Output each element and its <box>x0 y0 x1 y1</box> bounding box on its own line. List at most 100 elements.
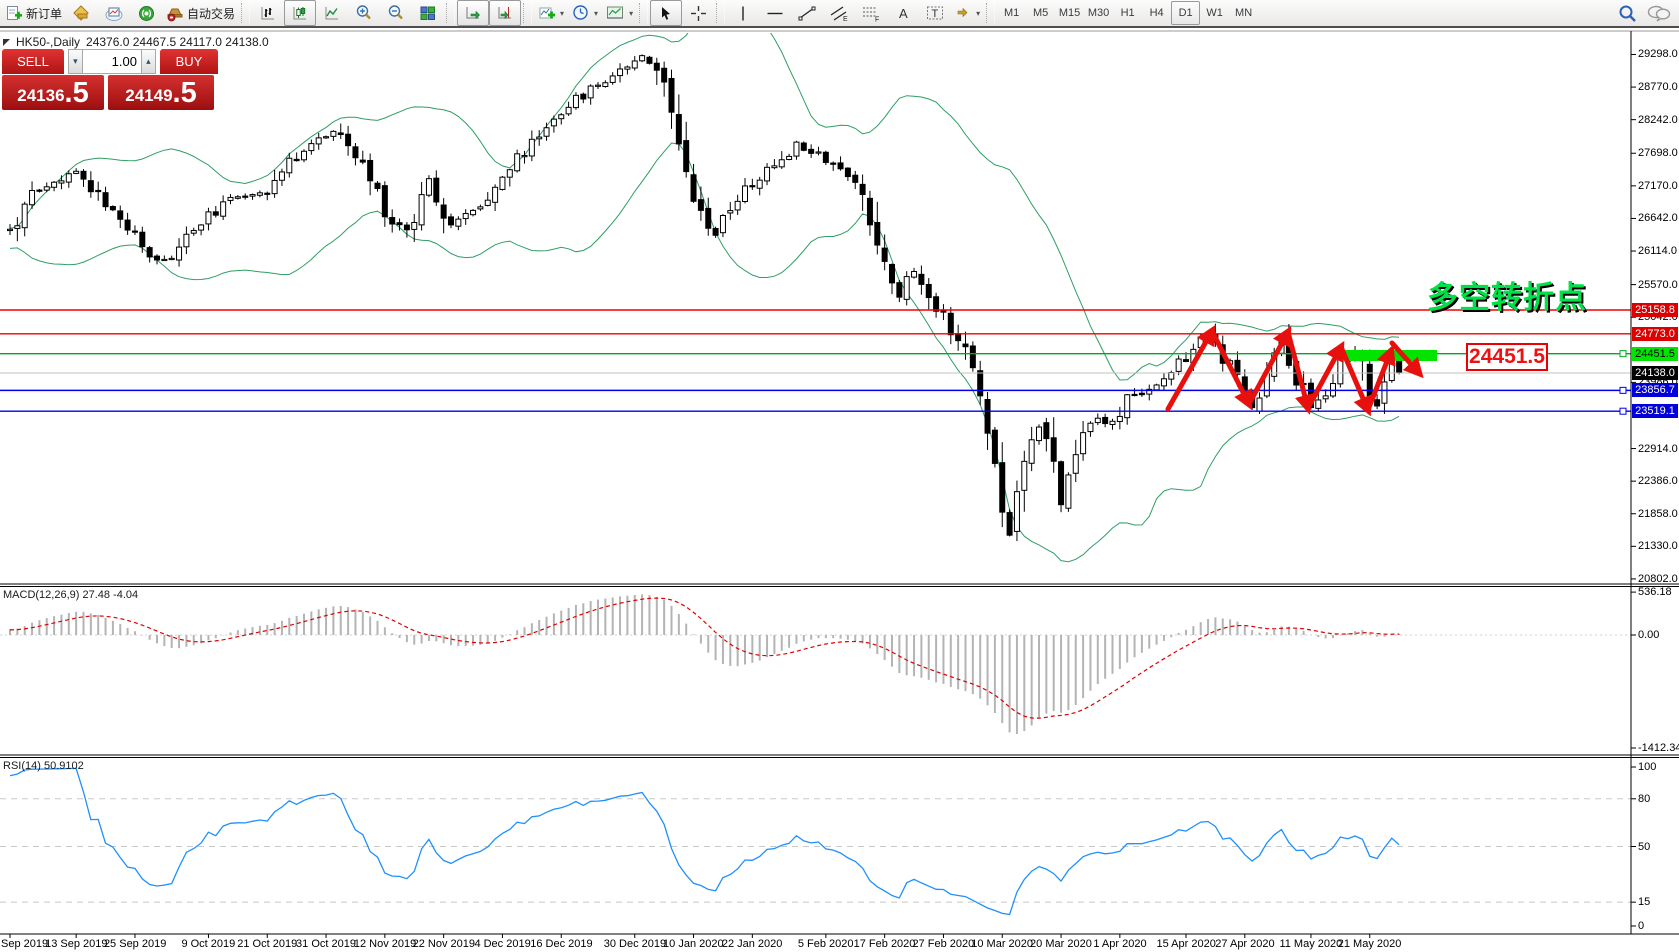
level-callout-label[interactable]: 24451.5 <box>1466 343 1548 371</box>
date-label: 22 Nov 2019 <box>412 938 476 950</box>
current-price-label: 24138.0 <box>1632 366 1678 380</box>
sell-price-frac: .5 <box>64 77 89 109</box>
arrows-icon <box>957 7 968 18</box>
horizontal-line-button[interactable] <box>759 0 791 26</box>
community-icon[interactable] <box>1647 4 1671 22</box>
date-label: 5 Feb 2020 <box>797 938 854 950</box>
macd-axis-tick: 0.00 <box>1638 629 1660 641</box>
trendline-button[interactable] <box>791 0 823 26</box>
dropdown-caret: ▾ <box>976 8 981 18</box>
crosshair-button[interactable] <box>682 0 714 26</box>
zoom-in-button[interactable] <box>348 0 380 26</box>
svg-text:F: F <box>875 16 879 22</box>
date-label: 31 Oct 2019 <box>296 938 356 950</box>
timeframe-D1[interactable]: D1 <box>1171 1 1201 25</box>
timeframe-M30[interactable]: M30 <box>1087 7 1110 19</box>
buy-price-panel[interactable]: 24149 .5 <box>108 75 214 110</box>
autoscroll-button[interactable] <box>457 0 490 26</box>
channel-button[interactable]: E <box>823 0 855 26</box>
channel-icon: E <box>830 6 848 22</box>
profiles-button[interactable] <box>98 0 130 26</box>
line-chart-button[interactable] <box>316 0 348 26</box>
new-order-button[interactable]: 新订单 <box>2 0 66 26</box>
crosshair-icon <box>690 5 706 21</box>
text-label-button[interactable]: T <box>919 0 951 26</box>
indicators-button[interactable]: ▾ <box>534 0 568 26</box>
date-label: Sep 2019 <box>1 938 49 950</box>
signals-button[interactable] <box>130 0 162 26</box>
price-tick: 26114.0 <box>1638 245 1677 258</box>
rsi-axis-tick: 50 <box>1638 840 1651 853</box>
level-price-label: 24773.0 <box>1632 326 1678 341</box>
sell-button[interactable]: SELL <box>2 49 64 74</box>
price-tick: 28242.0 <box>1638 113 1678 126</box>
periods-button[interactable]: ▾ <box>568 0 602 26</box>
indicators-icon <box>539 7 556 18</box>
date-label: 12 Nov 2019 <box>353 938 417 950</box>
dropdown-caret: ▾ <box>594 8 599 18</box>
arrows-button[interactable]: ▾ <box>951 0 984 26</box>
bar-chart-button[interactable] <box>252 0 284 26</box>
fibonacci-button[interactable]: F <box>855 0 887 26</box>
date-label: 20 Mar 2020 <box>1030 938 1092 950</box>
tile-windows-button[interactable] <box>412 0 444 26</box>
symbol-title: HK50-,Daily <box>16 35 81 49</box>
level-price-label: 23856.7 <box>1632 383 1678 398</box>
vertical-line-button[interactable] <box>727 0 759 26</box>
date-label: 9 Oct 2019 <box>181 938 236 950</box>
date-label: 21 May 2020 <box>1337 938 1402 950</box>
toolbar-separator <box>446 3 456 23</box>
buy-price-int: 24149 <box>125 86 173 105</box>
text-button[interactable]: A <box>887 0 919 26</box>
quotes-icon <box>73 4 89 21</box>
autotrade-button[interactable]: 自动交易 <box>162 0 239 26</box>
date-label: 4 Dec 2019 <box>474 938 531 950</box>
candlestick-button[interactable] <box>284 0 317 26</box>
chart-shift-button[interactable] <box>489 0 522 26</box>
buy-button[interactable]: BUY <box>159 49 218 74</box>
cursor-button[interactable] <box>650 0 683 26</box>
rsi-label: RSI(14) 50.9102 <box>3 760 84 772</box>
line-chart-icon <box>325 6 339 19</box>
templates-button[interactable]: ▾ <box>602 0 637 26</box>
toolbar-separator <box>241 3 251 23</box>
bar-chart-icon <box>261 6 275 19</box>
price-tick: 27698.0 <box>1638 147 1678 160</box>
timeframe-M5[interactable]: M5 <box>1032 7 1049 19</box>
date-label: 10 Mar 2020 <box>971 938 1034 950</box>
zoom-out-button[interactable] <box>380 0 412 26</box>
search-icon[interactable] <box>1618 4 1637 23</box>
buy-price-frac: .5 <box>172 77 197 109</box>
toolbar-separator <box>639 3 649 23</box>
timeframe-W1[interactable]: W1 <box>1206 7 1223 19</box>
price-tick: 20802.0 <box>1638 572 1678 585</box>
sell-price-panel[interactable]: 24136 .5 <box>2 75 104 110</box>
rsi-axis-tick: 15 <box>1638 896 1651 909</box>
one-click-trading-panel: SELL ▾ ▴ BUY 24136 .5 24149 .5 <box>2 49 218 110</box>
timeframe-M1[interactable]: M1 <box>1003 7 1020 19</box>
volume-input[interactable] <box>82 49 141 74</box>
date-label: 27 Feb 2020 <box>912 938 975 950</box>
quotes-button[interactable] <box>66 0 98 26</box>
macd-axis-tick: 536.18 <box>1638 586 1672 599</box>
rsi-axis-tick: 100 <box>1638 761 1657 773</box>
price-tick: 25570.0 <box>1638 278 1678 291</box>
autotrade-icon <box>167 8 183 21</box>
date-label: 17 Feb 2020 <box>853 938 916 950</box>
volume-decrease-button[interactable]: ▾ <box>67 49 83 74</box>
level-price-label: 24451.5 <box>1632 346 1678 361</box>
timeframe-MN[interactable]: MN <box>1235 7 1253 19</box>
horizontal-line-icon <box>767 12 783 14</box>
volume-increase-button[interactable]: ▴ <box>140 49 156 74</box>
dropdown-caret: ▾ <box>629 8 634 18</box>
timeframe-H1[interactable]: H1 <box>1120 7 1135 19</box>
price-tick: 21330.0 <box>1638 540 1678 553</box>
toolbar-separator <box>523 3 533 23</box>
rsi-axis-tick: 0 <box>1638 920 1645 932</box>
collapse-triangle-icon[interactable] <box>3 38 10 46</box>
timeframe-H4[interactable]: H4 <box>1149 7 1164 19</box>
toolbar-separator <box>716 3 726 23</box>
timeframe-M15[interactable]: M15 <box>1058 7 1081 19</box>
date-label: 13 Sep 2019 <box>45 938 108 950</box>
